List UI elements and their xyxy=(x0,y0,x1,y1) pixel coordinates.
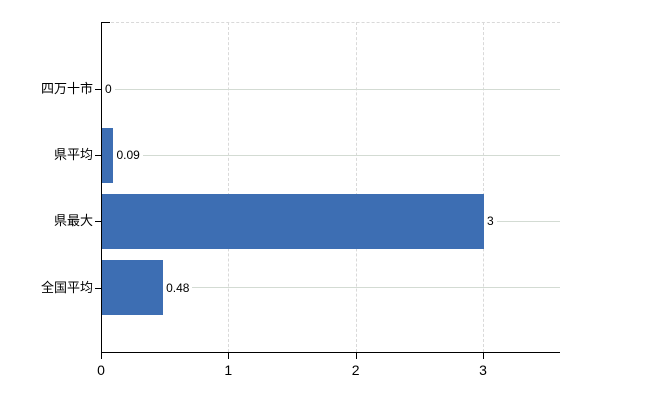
y-axis-top-tick xyxy=(101,22,110,23)
x-gridline xyxy=(483,22,484,352)
x-tick-label: 1 xyxy=(224,362,233,378)
bar-row: 0 xyxy=(102,62,560,117)
row-leader-line xyxy=(192,287,560,289)
row-leader-line xyxy=(496,220,560,222)
row-leader-line xyxy=(142,154,560,156)
x-gridline xyxy=(355,22,357,352)
y-axis-tick xyxy=(95,287,101,289)
bar xyxy=(102,260,164,316)
category-label: 県平均 xyxy=(53,147,93,163)
y-axis-tick xyxy=(95,155,101,157)
category-label: 四万十市 xyxy=(40,81,93,96)
category-label: 全国平均 xyxy=(40,279,93,295)
x-tick-label: 2 xyxy=(351,362,360,378)
category-label: 県最大 xyxy=(53,213,93,229)
plot-top-border xyxy=(101,22,560,23)
y-axis-tick xyxy=(95,221,101,223)
x-tick-label: 3 xyxy=(479,362,487,378)
x-axis-tick xyxy=(483,353,484,359)
y-axis-tick xyxy=(95,89,101,90)
bar xyxy=(102,127,114,183)
x-gridline xyxy=(228,22,230,352)
x-tick-label: 0 xyxy=(97,362,105,378)
value-label: 0.48 xyxy=(166,280,190,295)
bar-row: 0.48 xyxy=(102,260,560,316)
value-label: 0 xyxy=(105,82,112,96)
x-axis-line xyxy=(101,352,560,353)
row-leader-line xyxy=(114,88,560,90)
bar-row: 0.09 xyxy=(102,127,560,183)
bar-row: 3 xyxy=(102,193,560,249)
x-axis-tick xyxy=(101,353,102,359)
y-axis-line xyxy=(101,22,102,353)
x-axis-tick xyxy=(228,353,230,359)
x-axis-tick xyxy=(355,353,357,359)
bar xyxy=(102,193,484,249)
value-label: 3 xyxy=(487,214,494,229)
value-label: 0.09 xyxy=(116,148,140,163)
